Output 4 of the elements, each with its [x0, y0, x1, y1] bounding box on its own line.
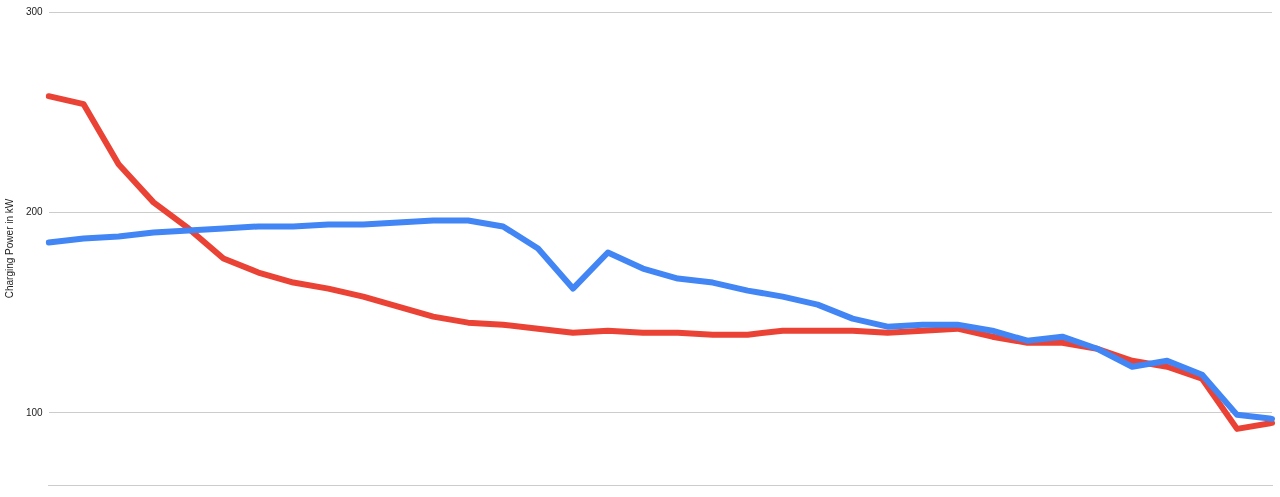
- y-tick-label: 100: [26, 406, 44, 418]
- y-tick-label: 200: [26, 206, 44, 218]
- y-tick-label: 300: [26, 5, 44, 17]
- y-axis-title: Charging Power in kW: [3, 198, 15, 299]
